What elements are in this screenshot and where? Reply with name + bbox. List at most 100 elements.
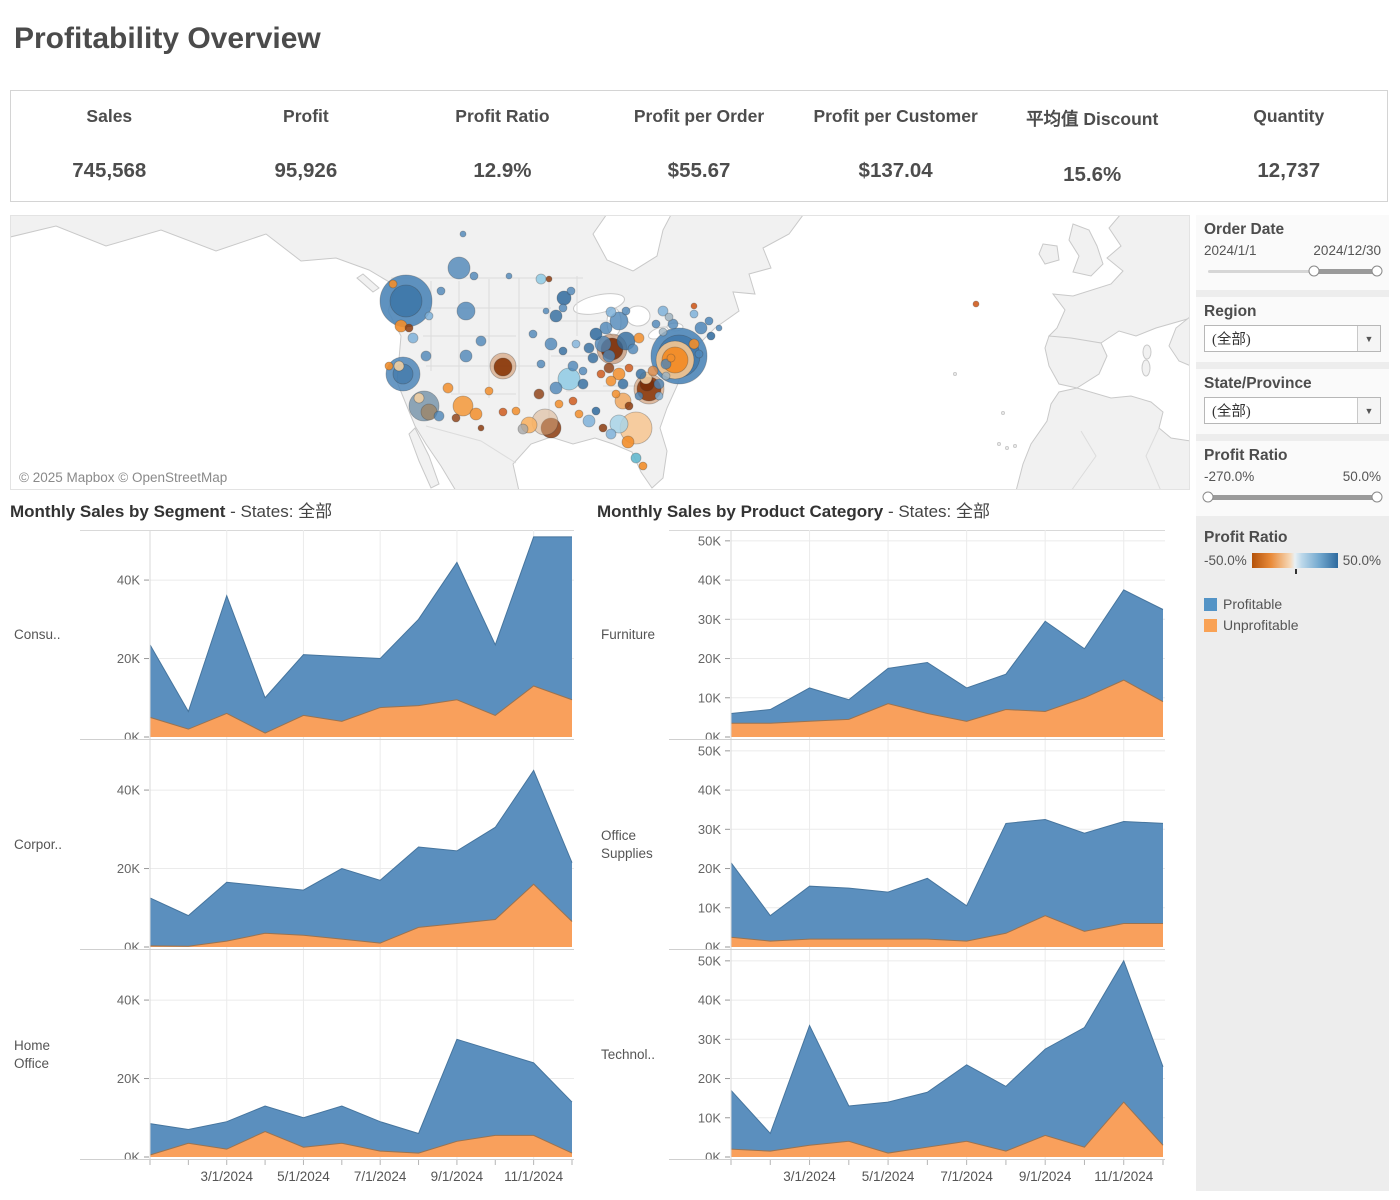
map-bubble[interactable] bbox=[596, 369, 606, 379]
state-province-dropdown[interactable]: (全部) ▼ bbox=[1204, 397, 1381, 424]
map-bubble[interactable] bbox=[566, 286, 576, 296]
map-bubble[interactable] bbox=[694, 321, 708, 335]
slider-active-range[interactable] bbox=[1208, 495, 1377, 500]
slider-active-range[interactable] bbox=[1314, 269, 1377, 274]
map-bubble[interactable] bbox=[605, 306, 617, 318]
area-chart-panel[interactable]: 0K 20K 40K bbox=[80, 740, 574, 950]
map-bubble[interactable] bbox=[545, 275, 553, 283]
map-bubble[interactable] bbox=[612, 367, 626, 381]
map-bubble[interactable] bbox=[452, 395, 474, 417]
map-bubble[interactable] bbox=[549, 381, 563, 395]
map-bubble[interactable] bbox=[661, 371, 671, 381]
profit-ratio-handle-max[interactable] bbox=[1371, 491, 1383, 503]
map-bubble[interactable] bbox=[420, 350, 432, 362]
map-bubble[interactable] bbox=[972, 300, 980, 308]
map-bubble[interactable] bbox=[433, 410, 445, 422]
map-bubble[interactable] bbox=[658, 327, 668, 337]
sales-bubbles[interactable] bbox=[379, 230, 980, 471]
map-bubble[interactable] bbox=[589, 327, 603, 341]
map-bubble[interactable] bbox=[599, 321, 613, 335]
map-bubble[interactable] bbox=[558, 346, 568, 356]
map-bubble[interactable] bbox=[451, 413, 461, 423]
order-date-handle-end[interactable] bbox=[1371, 265, 1383, 277]
map-bubble[interactable] bbox=[651, 319, 661, 329]
map-bubble[interactable] bbox=[574, 409, 584, 419]
area-chart-panel[interactable]: 0K 10K 20K 30K 40K 50K bbox=[669, 950, 1165, 1160]
region-dropdown[interactable]: (全部) ▼ bbox=[1204, 325, 1381, 352]
map-bubble[interactable] bbox=[715, 324, 723, 332]
map-bubble[interactable] bbox=[627, 343, 639, 355]
profit-ratio-slider[interactable] bbox=[1202, 490, 1383, 506]
map-bubble[interactable] bbox=[442, 382, 454, 394]
map-bubble[interactable] bbox=[653, 378, 665, 390]
map-bubble[interactable] bbox=[459, 349, 473, 363]
map-bubble[interactable] bbox=[654, 391, 664, 401]
slider-track[interactable] bbox=[1208, 270, 1377, 273]
map-bubble[interactable] bbox=[689, 309, 699, 319]
area-chart-panel[interactable]: 0K 20K 40K bbox=[80, 950, 574, 1160]
map-bubble[interactable] bbox=[475, 335, 487, 347]
map-bubble[interactable] bbox=[605, 375, 617, 387]
symbol-map[interactable]: © 2025 Mapbox © OpenStreetMap bbox=[10, 215, 1190, 490]
map-bubble[interactable] bbox=[605, 428, 617, 440]
map-bubble[interactable] bbox=[578, 366, 588, 376]
map-bubble[interactable] bbox=[587, 352, 599, 364]
map-bubble[interactable] bbox=[436, 286, 446, 296]
profit-ratio-handle-min[interactable] bbox=[1202, 491, 1214, 503]
map-bubble[interactable] bbox=[384, 361, 394, 371]
map-bubble[interactable] bbox=[657, 305, 669, 317]
map-bubble[interactable] bbox=[544, 337, 558, 351]
chevron-down-icon[interactable]: ▼ bbox=[1357, 398, 1380, 423]
map-bubble[interactable] bbox=[413, 392, 425, 404]
map-bubble[interactable] bbox=[459, 230, 467, 238]
map-bubble[interactable] bbox=[611, 389, 621, 399]
map-bubble[interactable] bbox=[549, 309, 563, 323]
map-bubble[interactable] bbox=[621, 306, 631, 316]
map-bubble[interactable] bbox=[694, 349, 704, 359]
profit-ratio-gradient[interactable] bbox=[1251, 553, 1338, 574]
map-bubble[interactable] bbox=[404, 323, 414, 333]
map-bubble[interactable] bbox=[664, 312, 674, 322]
map-bubble[interactable] bbox=[554, 399, 564, 409]
map-bubble[interactable] bbox=[535, 273, 547, 285]
map-bubble[interactable] bbox=[690, 302, 698, 310]
map-bubble[interactable] bbox=[571, 339, 581, 349]
map-bubble[interactable] bbox=[424, 311, 434, 321]
map-bubble[interactable] bbox=[533, 388, 545, 400]
map-bubble[interactable] bbox=[704, 316, 714, 326]
map-bubble[interactable] bbox=[528, 329, 538, 339]
map-canvas[interactable] bbox=[11, 216, 1189, 489]
map-bubble[interactable] bbox=[498, 407, 508, 417]
legend-item-profitable[interactable]: Profitable bbox=[1204, 596, 1381, 612]
map-bubble[interactable] bbox=[594, 335, 612, 353]
map-bubble[interactable] bbox=[407, 332, 419, 344]
map-bubble[interactable] bbox=[688, 338, 700, 350]
map-bubble[interactable] bbox=[624, 363, 634, 373]
map-bubble[interactable] bbox=[638, 461, 648, 471]
map-bubble[interactable] bbox=[647, 365, 659, 377]
map-bubble[interactable] bbox=[493, 357, 513, 377]
map-bubble[interactable] bbox=[624, 401, 634, 411]
map-bubble[interactable] bbox=[609, 311, 629, 331]
map-bubble[interactable] bbox=[667, 318, 679, 330]
map-bubble[interactable] bbox=[635, 368, 647, 380]
order-date-handle-start[interactable] bbox=[1308, 265, 1320, 277]
map-bubble[interactable] bbox=[621, 435, 635, 449]
map-bubble[interactable] bbox=[393, 360, 405, 372]
map-bubble[interactable] bbox=[591, 406, 601, 416]
map-bubble[interactable] bbox=[505, 272, 513, 280]
map-bubble[interactable] bbox=[558, 303, 568, 313]
map-bubble[interactable] bbox=[477, 424, 485, 432]
area-chart-panel[interactable]: 0K 20K 40K bbox=[80, 530, 574, 740]
order-date-slider[interactable] bbox=[1208, 264, 1383, 280]
map-bubble[interactable] bbox=[469, 271, 479, 281]
map-bubble[interactable] bbox=[666, 353, 676, 363]
map-bubble[interactable] bbox=[388, 279, 398, 289]
chevron-down-icon[interactable]: ▼ bbox=[1357, 326, 1380, 351]
map-bubble[interactable] bbox=[447, 256, 471, 280]
map-bubble[interactable] bbox=[609, 414, 629, 434]
legend-item-unprofitable[interactable]: Unprofitable bbox=[1204, 617, 1381, 633]
map-bubble[interactable] bbox=[456, 301, 476, 321]
area-chart-panel[interactable]: 0K 10K 20K 30K 40K 50K bbox=[669, 530, 1165, 740]
map-attribution[interactable]: © 2025 Mapbox © OpenStreetMap bbox=[13, 468, 234, 487]
